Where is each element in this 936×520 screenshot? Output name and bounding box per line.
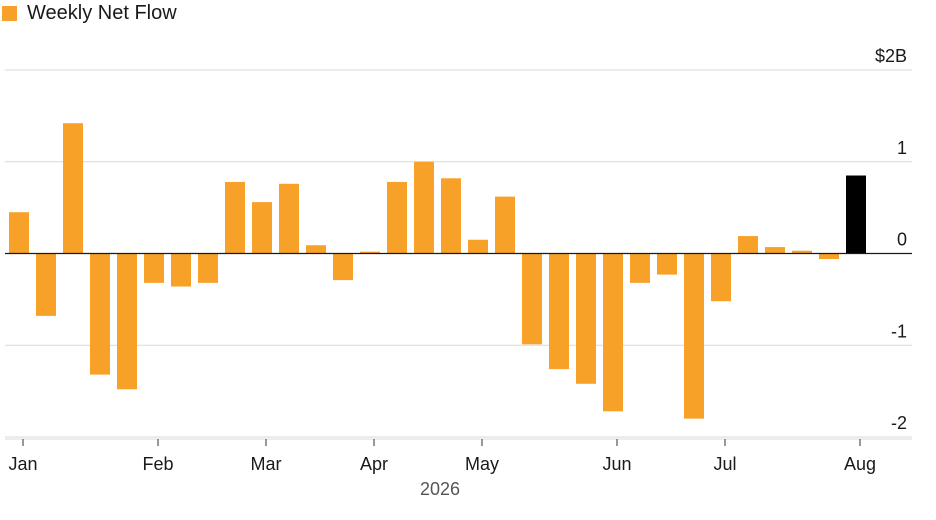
x-tick-label: Jan xyxy=(8,454,37,474)
bars xyxy=(9,123,866,419)
bar xyxy=(117,253,137,390)
bar xyxy=(414,161,434,254)
bar xyxy=(657,253,677,275)
x-tick-label: Apr xyxy=(360,454,388,474)
bar xyxy=(279,183,299,254)
bar xyxy=(630,253,650,283)
y-tick-labels: $2B 1 0 -1 -2 xyxy=(875,46,907,433)
bar xyxy=(603,253,623,412)
bar xyxy=(144,253,164,283)
bar xyxy=(333,253,353,281)
bar xyxy=(738,236,758,254)
bar xyxy=(495,196,515,254)
bar xyxy=(306,245,326,254)
bar xyxy=(441,178,461,254)
bar xyxy=(765,247,785,254)
bar xyxy=(711,253,731,302)
grid-lines xyxy=(5,69,912,438)
bar xyxy=(684,253,704,419)
bar xyxy=(171,253,191,287)
bar-latest xyxy=(846,175,866,254)
bar xyxy=(90,253,110,375)
legend: Weekly Net Flow xyxy=(2,2,177,25)
bar xyxy=(198,253,218,283)
year-label: 2026 xyxy=(420,479,460,499)
y-tick-label: 0 xyxy=(897,230,907,250)
bar xyxy=(792,250,812,254)
legend-swatch xyxy=(2,6,17,21)
legend-label: Weekly Net Flow xyxy=(27,2,177,24)
x-tick-label: Aug xyxy=(844,454,876,474)
y-tick-label: -1 xyxy=(891,321,907,341)
x-tick-label: Feb xyxy=(142,454,173,474)
x-tick-label: May xyxy=(465,454,499,474)
bar xyxy=(9,212,29,254)
bar xyxy=(576,253,596,384)
bar xyxy=(36,253,56,316)
bar xyxy=(63,123,83,254)
bar xyxy=(522,253,542,345)
x-tick-label: Jun xyxy=(602,454,631,474)
bar xyxy=(468,239,488,254)
x-tick-label: Mar xyxy=(251,454,282,474)
bar xyxy=(360,251,380,254)
y-tick-label: -2 xyxy=(891,413,907,433)
x-tick-label: Jul xyxy=(713,454,736,474)
y-tick-label: 1 xyxy=(897,138,907,158)
y-tick-label: $2B xyxy=(875,46,907,66)
bar xyxy=(252,202,272,254)
x-axis: Jan Feb Mar Apr May Jun Jul Aug 2026 xyxy=(5,438,912,499)
bar xyxy=(225,181,245,254)
bar xyxy=(387,181,407,254)
bar xyxy=(549,253,569,370)
bar xyxy=(819,253,839,260)
